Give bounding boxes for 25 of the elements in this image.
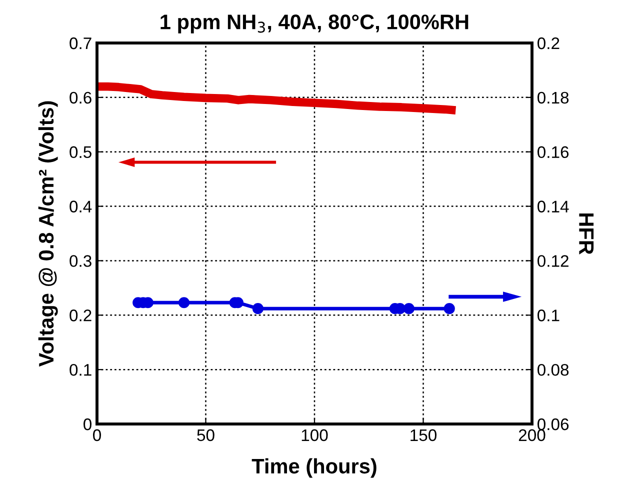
x-tick-label: 150 [410, 429, 437, 442]
x-tick-label: 100 [302, 429, 328, 442]
y2-tick-label: 0.2 [538, 37, 560, 50]
y-tick-label: 0.1 [70, 364, 92, 376]
x-tick-label: 0 [93, 429, 101, 442]
chart-title: 1 ppm NH$_{3}$, 40A, 80°C, 100%RH [160, 14, 468, 34]
y-tick-label: 0.3 [70, 255, 92, 267]
x-tick-label: 50 [197, 429, 214, 442]
y-tick-label: 0.4 [70, 200, 92, 212]
y2-tick-label: 0.16 [538, 146, 569, 158]
y-tick-label: 0.7 [70, 37, 92, 50]
y2-tick-label: 0.14 [538, 200, 569, 212]
y2-tick-label: 0.08 [538, 364, 569, 376]
x-axis-title: Time (hours) [252, 458, 376, 478]
y-tick-label: 0.2 [70, 310, 92, 322]
y-axis-title: Voltage @ 0.8 A/cm² (Volts) [38, 101, 58, 367]
y2-tick-label: 0.06 [538, 418, 569, 430]
y2-tick-label: 0.12 [538, 255, 568, 267]
y2-axis-title: HFR [579, 213, 594, 254]
y-tick-label: 0 [84, 418, 92, 430]
y2-tick-label: 0.1 [538, 310, 560, 322]
y-tick-label: 0.6 [70, 92, 92, 104]
x-tick-label: 200 [518, 429, 546, 442]
y2-tick-label: 0.18 [538, 92, 569, 104]
y-tick-label: 0.5 [70, 146, 92, 158]
